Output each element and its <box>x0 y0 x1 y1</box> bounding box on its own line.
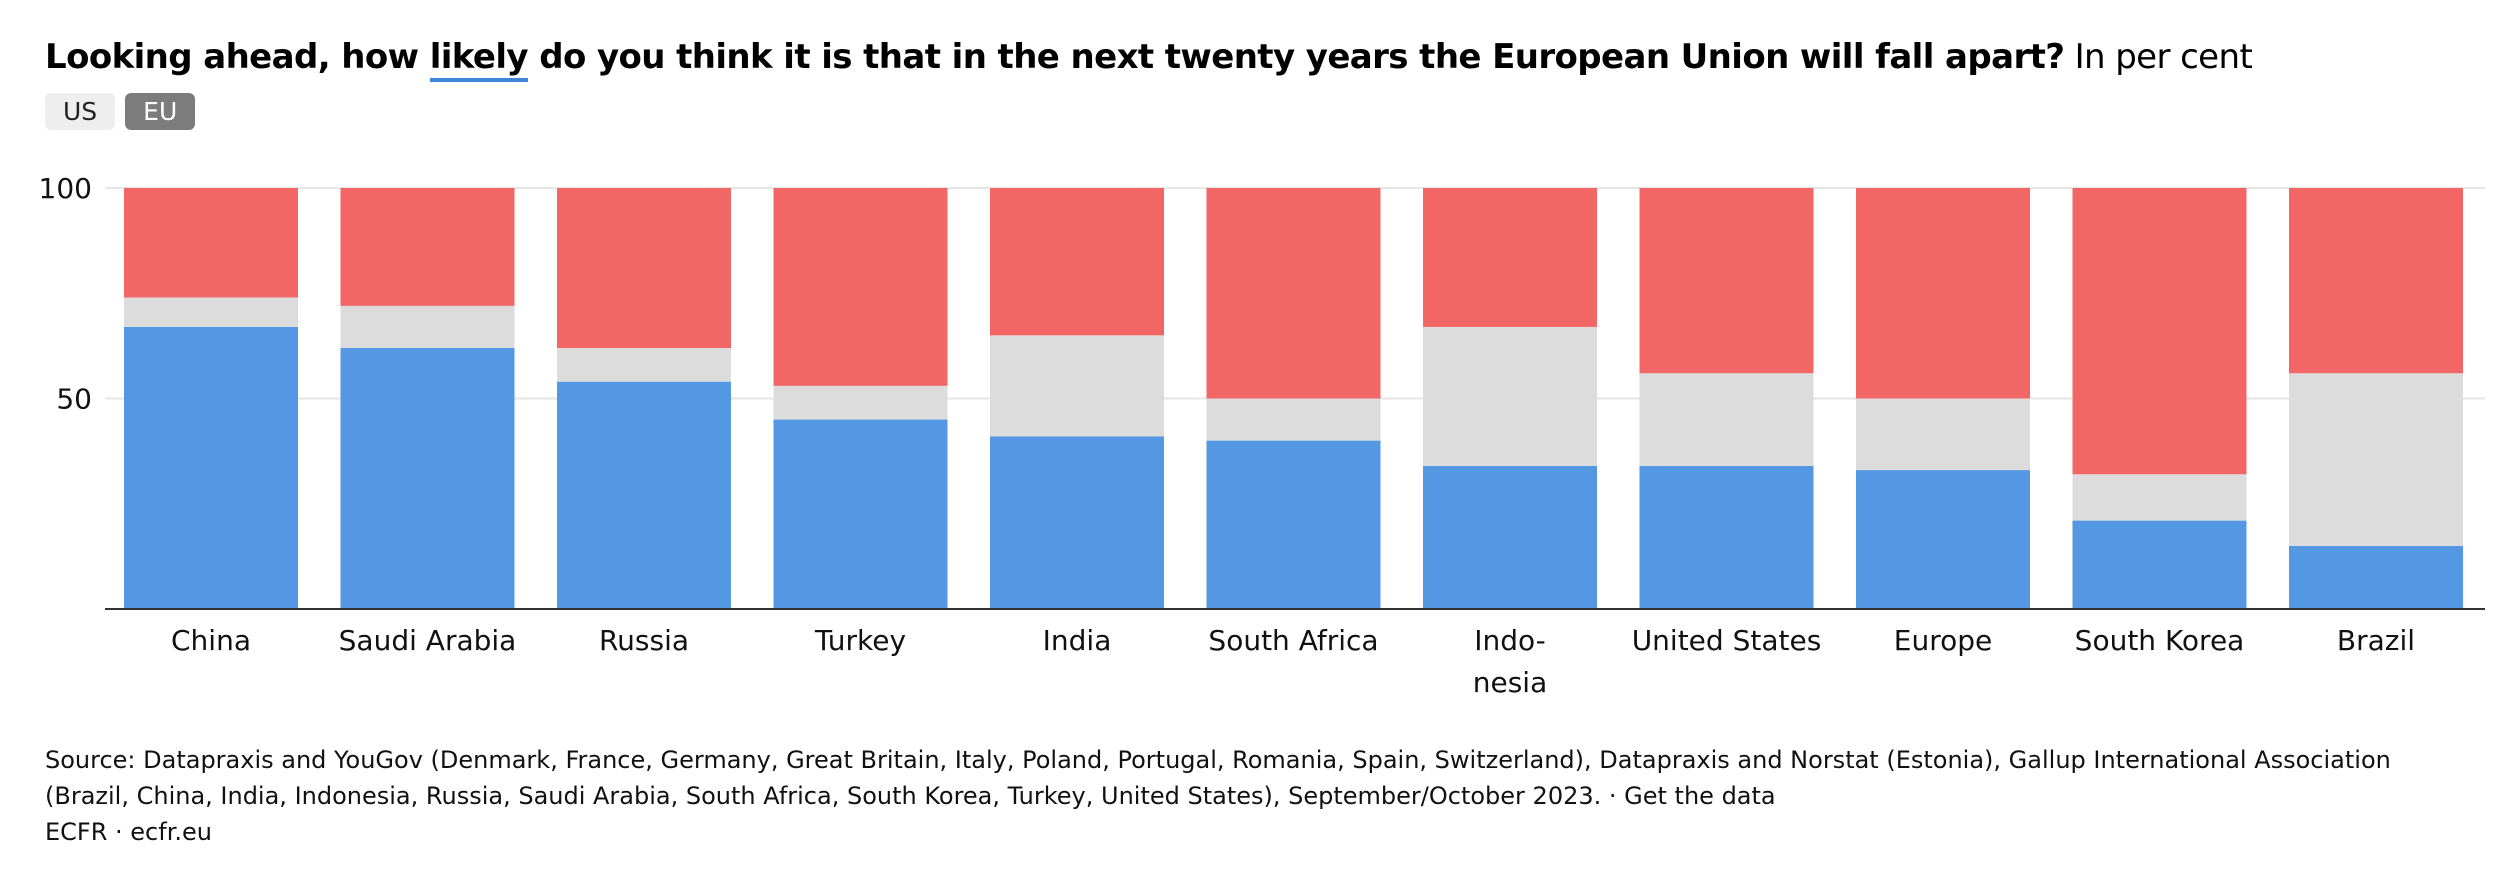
bar-segment <box>1639 188 1814 374</box>
x-tick-label: Saudi Arabia <box>339 624 517 657</box>
source-text: Source: Datapraxis and YouGov (Denmark, … <box>45 746 2391 810</box>
bar-segment <box>1423 188 1597 327</box>
bar-segment <box>340 188 515 306</box>
title-question-prefix: Looking ahead, how <box>45 37 430 77</box>
bar-segment <box>990 188 1164 336</box>
x-tick-label: South Korea <box>2075 624 2245 657</box>
bar-segment <box>1206 188 1381 399</box>
x-tick-label: Brazil <box>2337 624 2415 657</box>
source-note: Source: Datapraxis and YouGov (Denmark, … <box>45 742 2465 814</box>
title-unit: In per cent <box>2064 37 2253 77</box>
toggle-eu-button[interactable]: EU <box>125 93 196 130</box>
bar-segment <box>773 188 948 386</box>
source-separator: · <box>1601 782 1625 810</box>
bar-segment <box>2072 474 2247 521</box>
x-tick-label: South Africa <box>1208 624 1378 657</box>
bar-segment <box>990 335 1164 437</box>
bar-segment <box>1423 465 1597 609</box>
bar-segment <box>2072 188 2247 475</box>
chart-title: Looking ahead, how likely do you think i… <box>45 32 2465 82</box>
bar-segment <box>2289 545 2463 609</box>
x-tick-label: nesia <box>1473 666 1548 699</box>
bar-segment <box>773 419 948 609</box>
x-tick-label: Russia <box>599 624 689 657</box>
bar-segment <box>1423 326 1597 466</box>
region-toggle-group: US EU <box>45 93 196 130</box>
bar-segment <box>2289 373 2463 546</box>
bar-segment <box>1856 398 2030 471</box>
bar-segment <box>2289 188 2463 374</box>
bar-segment <box>990 436 1164 609</box>
get-data-link[interactable]: Get the data <box>1624 782 1776 810</box>
x-tick-label: Turkey <box>814 624 906 657</box>
bar-segment <box>557 188 731 348</box>
bar-segment <box>124 188 298 298</box>
x-tick-label: Indo- <box>1474 624 1546 657</box>
bar-segment <box>124 297 298 327</box>
bar-segment <box>124 326 298 609</box>
title-keyword: likely <box>429 37 529 82</box>
x-tick-label: China <box>171 624 251 657</box>
bar-segment <box>1206 440 1381 609</box>
title-question-suffix: do you think it is that in the next twen… <box>527 37 2065 77</box>
x-tick-label: India <box>1043 624 1112 657</box>
stacked-bar-chart: 100 50 China Saudi Arabia Russia Turkey India S… <box>39 172 2485 699</box>
x-tick-label: Europe <box>1894 624 1992 657</box>
bar-segment <box>1856 188 2030 399</box>
bar-segment <box>340 347 515 609</box>
bar-segment <box>1206 398 1381 441</box>
bar-segment <box>557 381 731 609</box>
bar-segment <box>1639 373 1814 466</box>
bar-segment <box>340 305 515 348</box>
bar-segment <box>2072 520 2247 609</box>
bar-segment <box>1639 465 1814 609</box>
bar-segment <box>773 385 948 420</box>
x-tick-label: United States <box>1632 624 1822 657</box>
bar-segment <box>1856 470 2030 609</box>
bar-segment <box>557 347 731 382</box>
y-tick-label: 100 <box>39 172 92 205</box>
title-question: Looking ahead, how likely do you think i… <box>45 37 2065 82</box>
y-tick-label: 50 <box>56 383 92 416</box>
credit-text: ECFR · ecfr.eu <box>45 818 212 846</box>
toggle-us-button[interactable]: US <box>45 93 116 130</box>
